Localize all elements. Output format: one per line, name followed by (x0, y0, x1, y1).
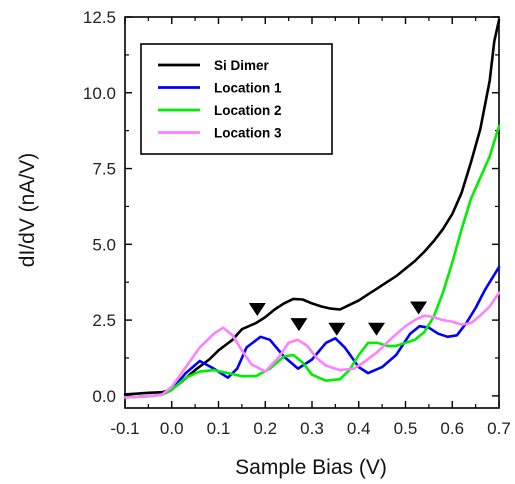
legend-box (140, 43, 333, 155)
x-tick-label: 0.5 (394, 419, 418, 438)
x-tick-label: 0.7 (487, 419, 511, 438)
y-tick-label: 2.5 (92, 311, 116, 330)
peak-marker-triangle (410, 301, 428, 315)
series-layer (123, 18, 501, 399)
legend-label: Location 2 (214, 103, 282, 118)
y-tick-label: 5.0 (92, 235, 116, 254)
series-line-2 (123, 265, 501, 399)
y-tick-label: 10.0 (83, 84, 116, 103)
series-line-3 (123, 124, 501, 399)
x-tick-label: 0.3 (300, 419, 324, 438)
peak-marker-triangle (248, 302, 266, 316)
series-line-4 (123, 291, 501, 399)
legend-label: Location 1 (214, 81, 282, 96)
peak-marker-triangle (290, 318, 308, 332)
x-tick-label: 0.1 (207, 419, 231, 438)
series-line-1 (123, 18, 501, 396)
axes: -0.1 0.0 0.1 0.2 0.3 0.4 0.5 0.6 0.7 0.0 2.5 5.0 7.5… (83, 8, 511, 438)
x-tick-label: -0.1 (110, 419, 139, 438)
y-tick-label: 7.5 (92, 160, 116, 179)
x-tick-label: 0.0 (160, 419, 184, 438)
y-tick-label: 0.0 (92, 387, 116, 406)
x-tick-label: 0.2 (253, 419, 277, 438)
legend-label: Location 3 (214, 126, 282, 141)
legend-label: Si Dimer (214, 58, 270, 73)
x-tick-label: 0.4 (347, 419, 371, 438)
y-axis-title: dI/dV (nA/V) (16, 153, 39, 267)
x-axis-title: Sample Bias (V) (235, 456, 387, 479)
peak-marker-triangle (368, 322, 386, 336)
legend: Si Dimer Location 1 Location 2 Location 3 (140, 43, 333, 155)
x-tick-label: 0.6 (440, 419, 464, 438)
y-tick-label: 12.5 (83, 8, 116, 27)
peak-marker-triangle (328, 322, 346, 336)
annotation-layer (248, 301, 428, 336)
